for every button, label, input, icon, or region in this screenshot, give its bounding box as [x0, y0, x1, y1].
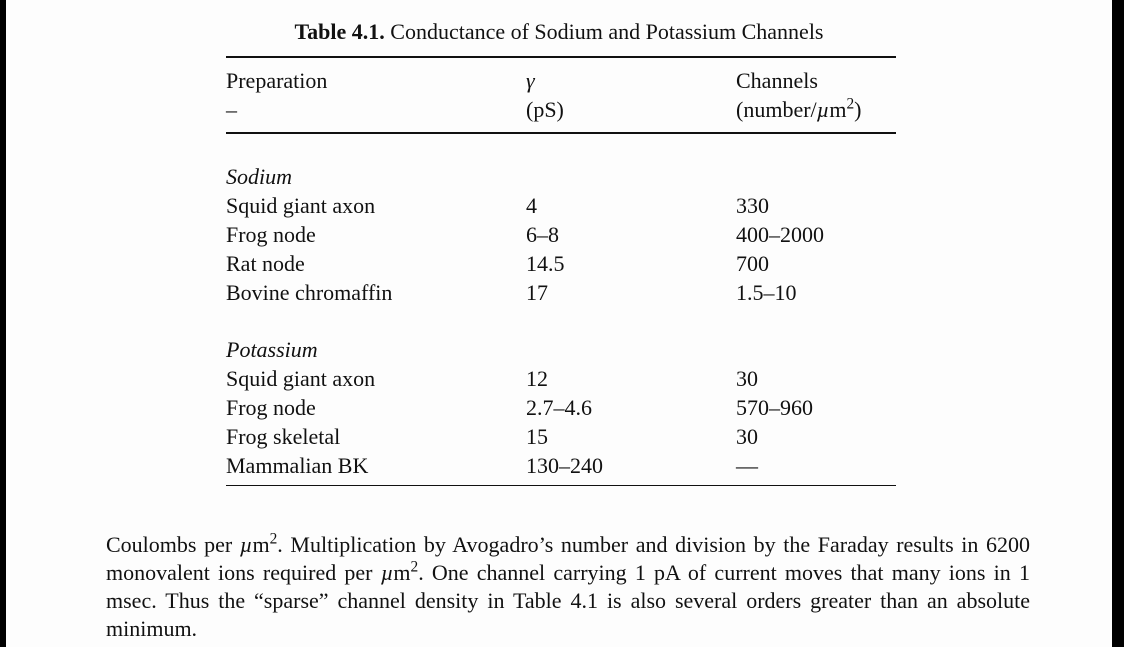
- col-subhead-1: –: [226, 95, 526, 124]
- table-row: Frog node6–8400–2000: [226, 220, 896, 249]
- unit-pre: (number/: [736, 97, 817, 122]
- header-row-2: – (pS) (number/µm2): [226, 95, 896, 124]
- cell-gamma: 12: [526, 364, 736, 393]
- cell-channels: 400–2000: [736, 220, 896, 249]
- cell-channels: 330: [736, 191, 896, 220]
- cell-gamma: 130–240: [526, 451, 736, 480]
- cell-channels: 700: [736, 249, 896, 278]
- col-subhead-gamma-unit: (pS): [526, 95, 736, 124]
- para-text: m: [393, 560, 410, 585]
- cell-preparation: Frog node: [226, 220, 526, 249]
- cell-preparation: Mammalian BK: [226, 451, 526, 480]
- cell-preparation: Bovine chromaffin: [226, 278, 526, 307]
- cell-preparation: Frog node: [226, 393, 526, 422]
- table-row: Frog skeletal1530: [226, 422, 896, 451]
- cell-channels: 30: [736, 422, 896, 451]
- conductance-table: Preparation γ Channels – (pS) (number/µm…: [226, 56, 896, 486]
- table-row: Bovine chromaffin171.5–10: [226, 278, 896, 307]
- table-caption: Table 4.1. Conductance of Sodium and Pot…: [6, 19, 1112, 45]
- caption-label: Table 4.1.: [294, 19, 384, 44]
- cell-gamma: 17: [526, 278, 736, 307]
- cell-gamma: 14.5: [526, 249, 736, 278]
- table-row: Rat node14.5700: [226, 249, 896, 278]
- col-subhead-channels-unit: (number/µm2): [736, 95, 896, 124]
- table-row: Mammalian BK130–240—: [226, 451, 896, 480]
- section-title: Potassium: [226, 335, 526, 364]
- para-text: Coulombs per: [106, 532, 240, 557]
- header-row-1: Preparation γ Channels: [226, 66, 896, 95]
- page: Table 4.1. Conductance of Sodium and Pot…: [6, 0, 1114, 647]
- unit-close: ): [854, 97, 861, 122]
- cell-gamma: 6–8: [526, 220, 736, 249]
- mu-icon: µ: [381, 560, 394, 585]
- cell-channels: 570–960: [736, 393, 896, 422]
- col-header-channels: Channels: [736, 66, 896, 95]
- table-row: Frog node2.7–4.6570–960: [226, 393, 896, 422]
- rule-bottom: [226, 485, 896, 486]
- table-row: Squid giant axon1230: [226, 364, 896, 393]
- cell-preparation: Frog skeletal: [226, 422, 526, 451]
- cell-preparation: Rat node: [226, 249, 526, 278]
- cell-preparation: Squid giant axon: [226, 191, 526, 220]
- cell-preparation: Squid giant axon: [226, 364, 526, 393]
- section-title-row: Potassium: [226, 335, 896, 364]
- unit-m: m: [829, 97, 846, 122]
- section-title-row: Sodium: [226, 162, 896, 191]
- mu-icon: µ: [240, 532, 253, 557]
- table-body: SodiumSquid giant axon4330Frog node6–840…: [226, 134, 896, 480]
- cell-gamma: 2.7–4.6: [526, 393, 736, 422]
- cell-channels: 30: [736, 364, 896, 393]
- cell-gamma: 15: [526, 422, 736, 451]
- cell-gamma: 4: [526, 191, 736, 220]
- paragraph: Coulombs per µm2. Multiplication by Avog…: [106, 531, 1030, 643]
- section-title: Sodium: [226, 162, 526, 191]
- para-text: m: [252, 532, 269, 557]
- caption-text: Conductance of Sodium and Potassium Chan…: [385, 19, 824, 44]
- cell-channels: —: [736, 451, 896, 480]
- cell-channels: 1.5–10: [736, 278, 896, 307]
- col-header-gamma: γ: [526, 66, 736, 95]
- table-row: Squid giant axon4330: [226, 191, 896, 220]
- mu-icon: µ: [817, 97, 830, 122]
- col-header-preparation: Preparation: [226, 66, 526, 95]
